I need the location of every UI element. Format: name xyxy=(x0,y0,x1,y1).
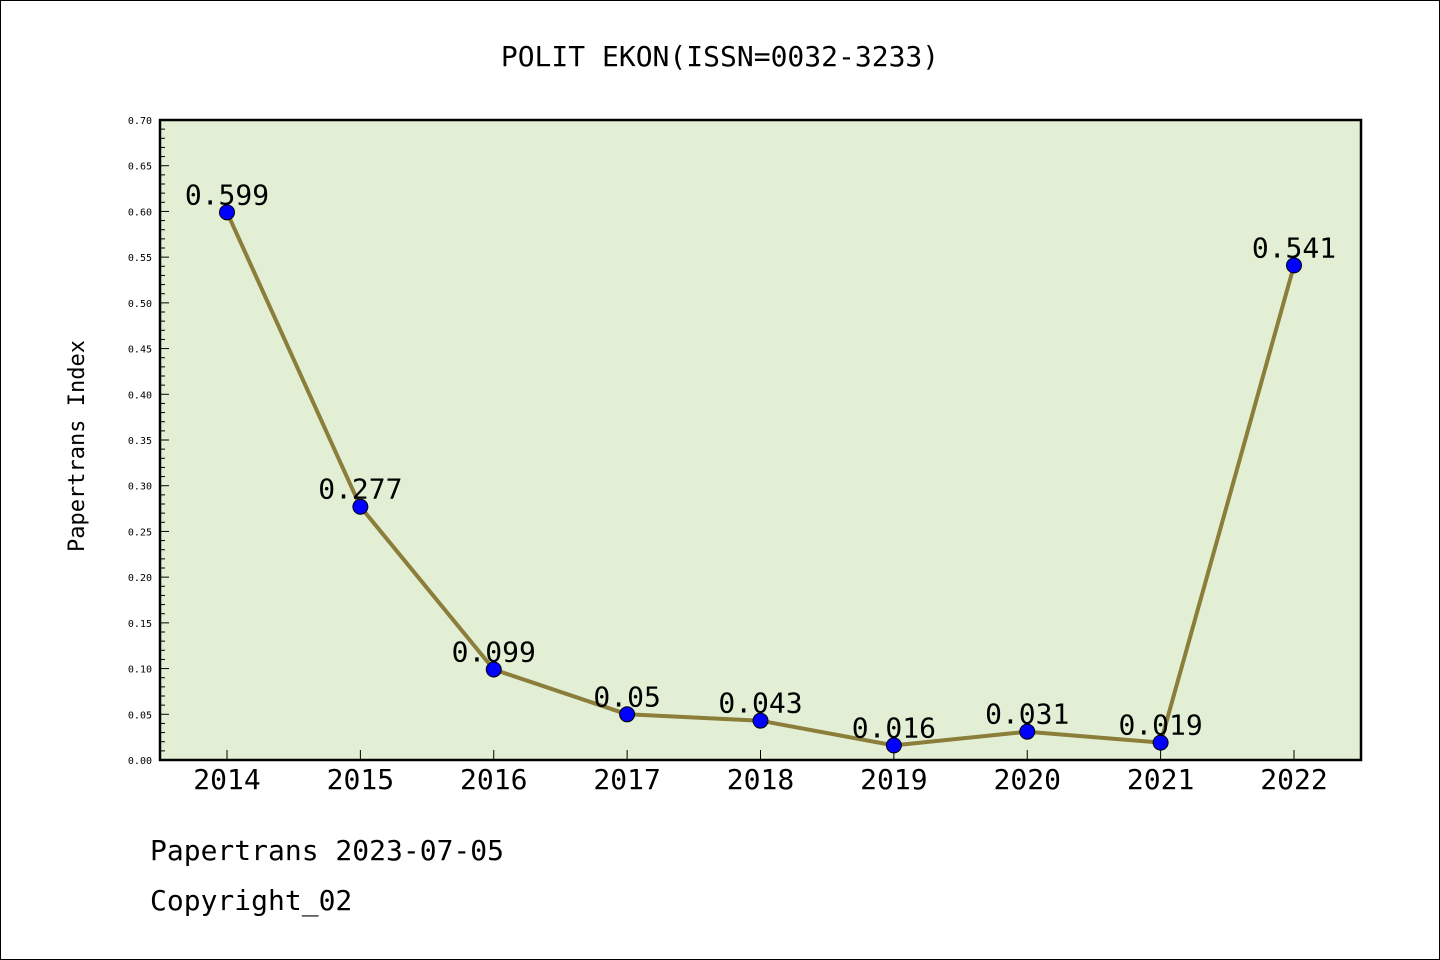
data-label: 0.599 xyxy=(185,178,269,211)
y-tick-label: 0.20 xyxy=(128,573,152,584)
y-tick-label: 0.45 xyxy=(128,345,152,356)
y-tick-label: 0.60 xyxy=(128,207,152,218)
y-axis: 0.00 0.05 0.10 0.15 0.20 0.25 0.30 0.35 0.40 0.45… xyxy=(128,116,169,767)
x-tick-label: 2022 xyxy=(1260,763,1327,796)
y-tick-label: 0.30 xyxy=(128,482,152,493)
data-label: 0.099 xyxy=(452,635,536,668)
data-point-marker xyxy=(485,661,502,678)
y-tick-label: 0.00 xyxy=(128,756,152,767)
y-tick-label: 0.05 xyxy=(128,710,152,721)
data-label: 0.019 xyxy=(1118,709,1202,742)
x-axis: 2014 2015 2016 2017 2018 2019 2020 2021 2022 xyxy=(193,750,1328,796)
data-point-marker xyxy=(219,204,235,221)
y-tick-label: 0.25 xyxy=(128,527,152,538)
y-tick-label: 0.35 xyxy=(128,436,152,447)
data-label: 0.05 xyxy=(593,680,660,713)
y-tick-label: 0.10 xyxy=(128,665,152,676)
y-tick-label: 0.40 xyxy=(128,390,152,401)
data-point-marker xyxy=(619,706,636,723)
data-point-marker xyxy=(752,712,769,729)
data-label: 0.016 xyxy=(852,711,936,744)
data-label-group: 0.599 0.277 0.099 0.05 0.043 0.016 0.031 0.019 0… xyxy=(185,178,1336,744)
x-tick-label: 2019 xyxy=(860,763,927,796)
x-tick-label: 2014 xyxy=(193,763,260,796)
x-tick-label: 2017 xyxy=(593,763,660,796)
marker-group xyxy=(219,204,1302,754)
footer-source: Papertrans 2023-07-05 xyxy=(150,834,505,867)
y-tick-label: 0.55 xyxy=(128,253,152,264)
chart-title: POLIT EKON(ISSN=0032-3233) xyxy=(501,40,939,73)
y-axis-label: Papertrans Index xyxy=(65,340,90,552)
data-label: 0.031 xyxy=(985,698,1069,731)
y-tick-label: 0.65 xyxy=(128,162,152,173)
data-point-marker xyxy=(885,737,902,754)
y-tick-label: 0.15 xyxy=(128,619,152,630)
x-tick-label: 2015 xyxy=(327,763,394,796)
x-tick-label: 2021 xyxy=(1127,763,1194,796)
data-point-marker xyxy=(1019,723,1036,740)
x-tick-label: 2020 xyxy=(994,763,1061,796)
data-point-marker xyxy=(352,498,369,515)
data-label: 0.043 xyxy=(718,687,802,720)
data-point-marker xyxy=(1286,257,1302,274)
y-tick-label: 0.50 xyxy=(128,299,152,310)
x-tick-label: 2018 xyxy=(727,763,794,796)
y-tick-label: 0.70 xyxy=(128,116,152,127)
data-label: 0.541 xyxy=(1252,231,1336,264)
footer-copyright: Copyright_02 xyxy=(150,884,353,917)
data-point-marker xyxy=(1152,734,1169,751)
x-tick-label: 2016 xyxy=(460,763,527,796)
plot-area xyxy=(158,118,1363,762)
data-label: 0.277 xyxy=(318,473,402,506)
